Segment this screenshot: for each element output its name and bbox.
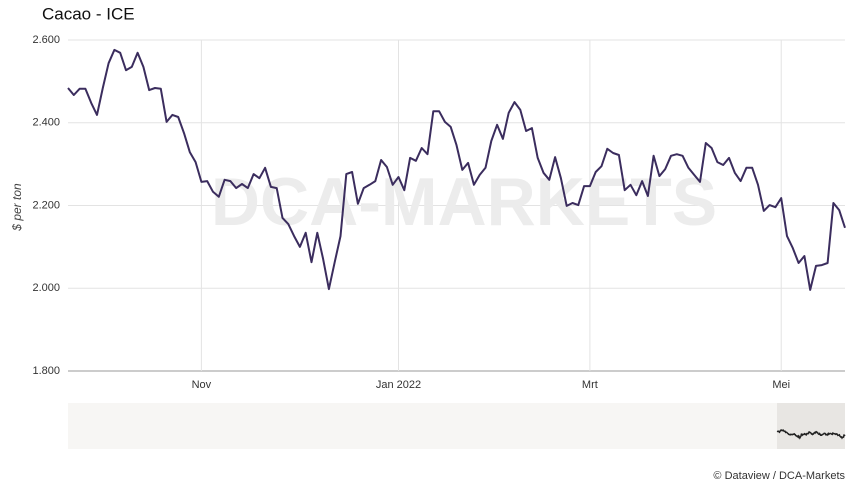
navigator-line	[776, 429, 846, 440]
x-tick-label: Mrt	[582, 379, 598, 391]
x-tick-label: Mei	[772, 379, 790, 391]
y-axis-label: $ per ton	[10, 183, 24, 232]
y-tick-label: 2.600	[32, 34, 60, 46]
watermark: DCA-MARKETS	[211, 164, 717, 240]
y-tick-label: 2.400	[32, 117, 60, 129]
y-tick-label: 2.000	[32, 282, 60, 294]
y-tick-label: 2.200	[32, 199, 60, 211]
source: © Dataview / DCA-Markets	[713, 470, 845, 482]
x-tick-label: Jan 2022	[376, 379, 421, 391]
navigator-selection[interactable]	[777, 403, 845, 449]
y-tick-label: 1.800	[32, 365, 60, 377]
chart-title: Cacao - ICE	[42, 4, 135, 23]
navigator[interactable]	[68, 403, 845, 449]
x-tick-label: Nov	[192, 379, 212, 391]
line	[67, 48, 846, 291]
